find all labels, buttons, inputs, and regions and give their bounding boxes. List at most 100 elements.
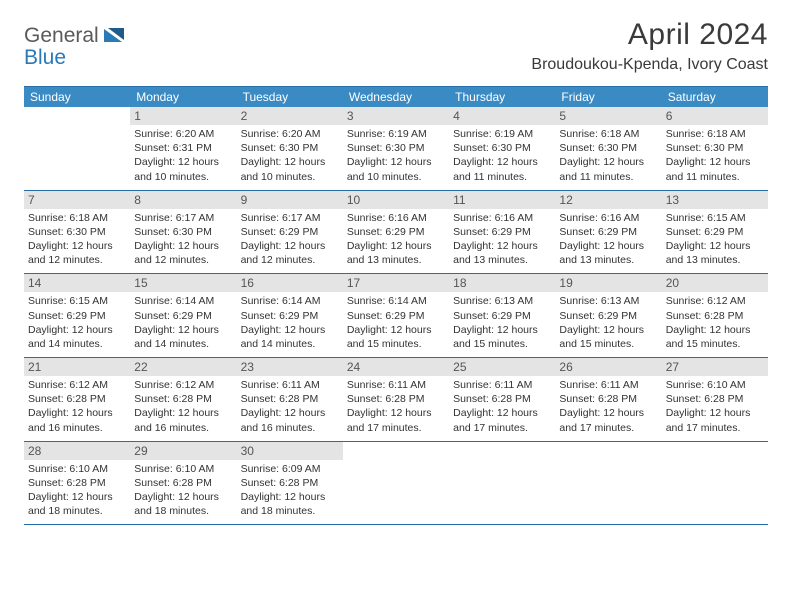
dow-sunday: Sunday [24, 87, 130, 107]
day-info-line: Sunrise: 6:12 AM [28, 378, 126, 392]
dow-wednesday: Wednesday [343, 87, 449, 107]
day-number: 5 [555, 107, 661, 125]
day-cell: 1Sunrise: 6:20 AMSunset: 6:31 PMDaylight… [130, 107, 236, 190]
day-info-line: Daylight: 12 hours [347, 155, 445, 169]
day-info-line: and 18 minutes. [28, 504, 126, 518]
day-cell: 27Sunrise: 6:10 AMSunset: 6:28 PMDayligh… [662, 358, 768, 441]
day-number: 13 [662, 191, 768, 209]
day-cell: 26Sunrise: 6:11 AMSunset: 6:28 PMDayligh… [555, 358, 661, 441]
location: Broudoukou-Kpenda, Ivory Coast [531, 56, 768, 74]
day-info-line: and 17 minutes. [666, 421, 764, 435]
calendar: SundayMondayTuesdayWednesdayThursdayFrid… [24, 86, 768, 525]
day-info-line: Sunset: 6:29 PM [134, 309, 232, 323]
day-number: 18 [449, 274, 555, 292]
day-cell: 21Sunrise: 6:12 AMSunset: 6:28 PMDayligh… [24, 358, 130, 441]
dow-monday: Monday [130, 87, 236, 107]
day-info-line: Sunrise: 6:14 AM [347, 294, 445, 308]
day-cell [343, 442, 449, 525]
day-info-line: Sunrise: 6:13 AM [453, 294, 551, 308]
day-info-line: and 11 minutes. [453, 170, 551, 184]
day-cell: 4 Sunrise: 6:19 AMSunset: 6:30 PMDaylight… [449, 107, 555, 190]
day-number: 26 [555, 358, 661, 376]
day-info-line: Daylight: 12 hours [453, 155, 551, 169]
day-info-line: and 15 minutes. [559, 337, 657, 351]
day-info-line: Daylight: 12 hours [666, 239, 764, 253]
day-info-line: and 13 minutes. [453, 253, 551, 267]
day-info-line: Daylight: 12 hours [241, 323, 339, 337]
days-of-week-row: SundayMondayTuesdayWednesdayThursdayFrid… [24, 87, 768, 107]
day-info-line: and 18 minutes. [241, 504, 339, 518]
day-info-line: Daylight: 12 hours [134, 406, 232, 420]
day-info-line: Daylight: 12 hours [559, 239, 657, 253]
day-number: 14 [24, 274, 130, 292]
day-info-line: Daylight: 12 hours [134, 155, 232, 169]
day-info-line: Daylight: 12 hours [453, 239, 551, 253]
day-info-line: and 15 minutes. [453, 337, 551, 351]
day-number: 2 [237, 107, 343, 125]
day-info-line: Sunrise: 6:09 AM [241, 462, 339, 476]
day-info-line: Daylight: 12 hours [666, 155, 764, 169]
day-info-line: Sunrise: 6:10 AM [134, 462, 232, 476]
day-info-line: Sunrise: 6:11 AM [241, 378, 339, 392]
day-info-line: Daylight: 12 hours [347, 239, 445, 253]
day-number: 3 [343, 107, 449, 125]
day-number: 4 [449, 107, 555, 125]
day-info-line: and 11 minutes. [666, 170, 764, 184]
day-info-line: Sunrise: 6:10 AM [666, 378, 764, 392]
day-info-line: Sunset: 6:30 PM [28, 225, 126, 239]
day-info-line: Sunrise: 6:18 AM [28, 211, 126, 225]
day-info-line: and 16 minutes. [28, 421, 126, 435]
day-info-line: Daylight: 12 hours [134, 323, 232, 337]
day-number: 9 [237, 191, 343, 209]
day-info-line: Sunset: 6:29 PM [559, 309, 657, 323]
day-number: 25 [449, 358, 555, 376]
day-cell [24, 107, 130, 190]
day-number: 17 [343, 274, 449, 292]
day-info-line: Sunset: 6:29 PM [559, 225, 657, 239]
day-info-line: and 13 minutes. [347, 253, 445, 267]
day-info-line: and 17 minutes. [559, 421, 657, 435]
day-info-line: Sunrise: 6:14 AM [134, 294, 232, 308]
day-info-line: and 17 minutes. [453, 421, 551, 435]
day-info-line: Sunrise: 6:16 AM [453, 211, 551, 225]
day-cell: 11Sunrise: 6:16 AMSunset: 6:29 PMDayligh… [449, 191, 555, 274]
day-info-line: Sunset: 6:28 PM [666, 309, 764, 323]
day-number: 27 [662, 358, 768, 376]
day-number: 23 [237, 358, 343, 376]
day-info-line: Daylight: 12 hours [347, 323, 445, 337]
day-cell: 17Sunrise: 6:14 AMSunset: 6:29 PMDayligh… [343, 274, 449, 357]
week-row: 1Sunrise: 6:20 AMSunset: 6:31 PMDaylight… [24, 107, 768, 191]
day-cell: 19Sunrise: 6:13 AMSunset: 6:29 PMDayligh… [555, 274, 661, 357]
day-cell: 20Sunrise: 6:12 AMSunset: 6:28 PMDayligh… [662, 274, 768, 357]
day-cell: 6Sunrise: 6:18 AMSunset: 6:30 PMDaylight… [662, 107, 768, 190]
day-number: 22 [130, 358, 236, 376]
day-info-line: Sunset: 6:30 PM [559, 141, 657, 155]
day-cell: 16Sunrise: 6:14 AMSunset: 6:29 PMDayligh… [237, 274, 343, 357]
day-info-line: Daylight: 12 hours [559, 406, 657, 420]
day-info-line: and 12 minutes. [28, 253, 126, 267]
day-info-line: Sunset: 6:30 PM [453, 141, 551, 155]
day-info-line: Sunset: 6:31 PM [134, 141, 232, 155]
day-info-line: Sunset: 6:28 PM [134, 392, 232, 406]
day-cell: 12Sunrise: 6:16 AMSunset: 6:29 PMDayligh… [555, 191, 661, 274]
day-info-line: Daylight: 12 hours [134, 490, 232, 504]
day-info-line: Sunrise: 6:19 AM [453, 127, 551, 141]
day-info-line: and 11 minutes. [559, 170, 657, 184]
logo-triangle-icon [104, 26, 126, 47]
day-number [662, 442, 768, 460]
day-info-line: Sunrise: 6:20 AM [134, 127, 232, 141]
day-info-line: and 12 minutes. [134, 253, 232, 267]
day-info-line: and 16 minutes. [134, 421, 232, 435]
day-info-line: Sunset: 6:29 PM [347, 225, 445, 239]
day-info-line: Sunrise: 6:11 AM [559, 378, 657, 392]
day-cell: 25Sunrise: 6:11 AMSunset: 6:28 PMDayligh… [449, 358, 555, 441]
day-info-line: Sunset: 6:28 PM [453, 392, 551, 406]
day-info-line: Sunset: 6:30 PM [241, 141, 339, 155]
day-info-line: Sunrise: 6:11 AM [347, 378, 445, 392]
day-info-line: and 14 minutes. [28, 337, 126, 351]
day-number: 19 [555, 274, 661, 292]
day-cell [662, 442, 768, 525]
day-cell: 10Sunrise: 6:16 AMSunset: 6:29 PMDayligh… [343, 191, 449, 274]
day-info-line: Sunrise: 6:11 AM [453, 378, 551, 392]
day-number [555, 442, 661, 460]
